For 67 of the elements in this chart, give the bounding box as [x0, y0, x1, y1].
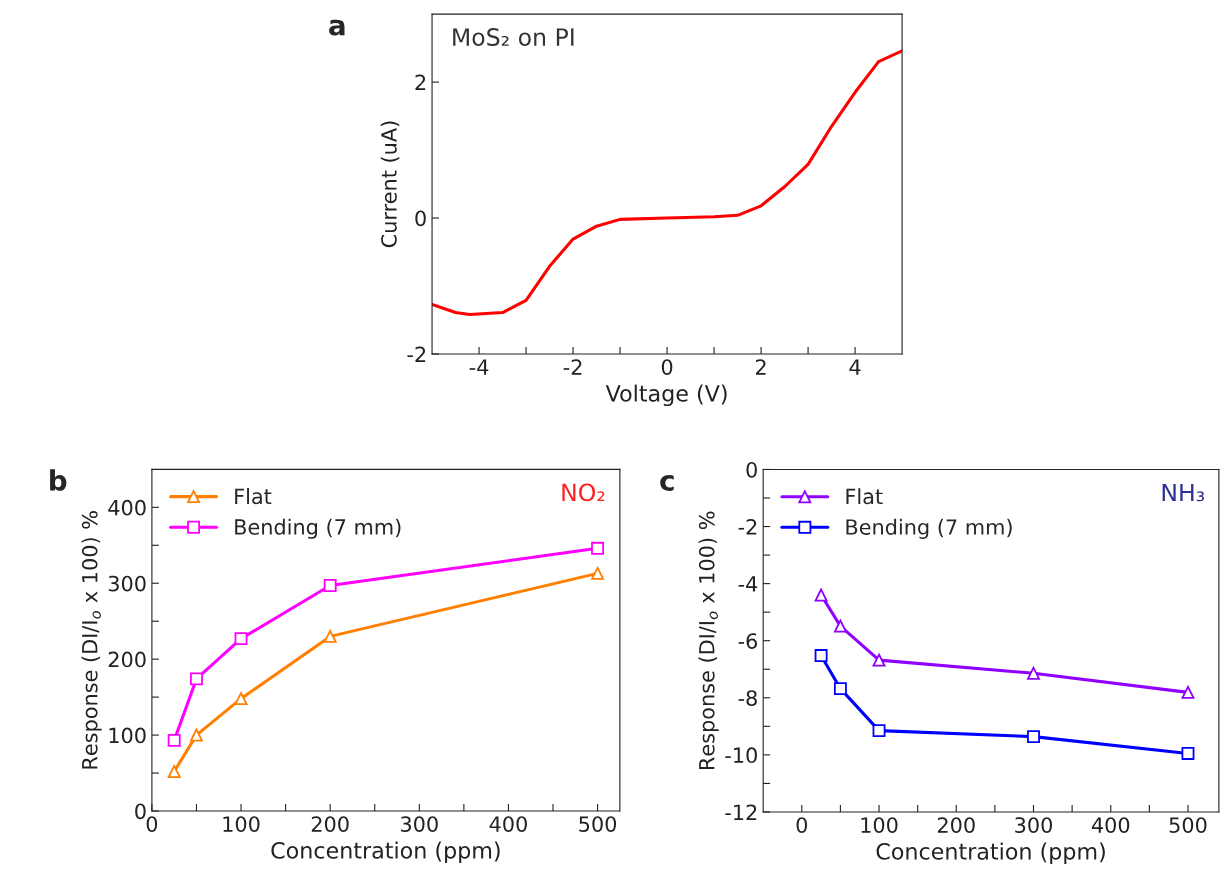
point: [872, 724, 886, 738]
x-axis-title: Concentration (ppm): [876, 842, 1105, 865]
x-tick-label: 200: [311, 816, 349, 832]
y-tick-label: 300: [108, 575, 146, 592]
point: [814, 649, 828, 663]
x-tick-label: -2: [563, 359, 582, 375]
annotation: NH₃: [1162, 483, 1204, 502]
y-axis-title: Current (uA): [380, 121, 400, 248]
x-tick-label: 300: [1015, 817, 1052, 833]
x-tick-label: -4: [469, 359, 489, 375]
x-tick-label: 4: [849, 359, 861, 375]
y-tick-label: -4: [738, 576, 758, 592]
x-tick-label: 0: [661, 359, 673, 375]
y-tick-label: 2: [415, 74, 426, 90]
x-tick-label: 100: [861, 817, 898, 833]
y-tick-label: 100: [109, 727, 146, 744]
legend-label: Flat: [235, 488, 272, 505]
y-tick-label: -6: [738, 633, 757, 649]
x-axis-title: Voltage (V): [605, 384, 727, 407]
point: [833, 619, 847, 633]
point: [872, 653, 886, 667]
point: [1181, 685, 1195, 699]
y-tick-label: -8: [738, 690, 757, 706]
annotation: MoS₂ on PI: [453, 28, 574, 46]
x-tick-label: 400: [489, 816, 527, 832]
point: [591, 541, 605, 555]
chart-title: a: [329, 19, 345, 36]
chart-title: b: [50, 469, 67, 491]
x-tick-label: 200: [937, 817, 975, 833]
point: [167, 733, 181, 747]
y-axis-title: Response (DI/I$_{o}$ x 100) %: [698, 511, 719, 770]
point: [190, 672, 203, 686]
point: [323, 629, 337, 643]
y-tick-label: 400: [108, 499, 146, 516]
y-tick-label: 0: [746, 461, 757, 478]
legend-label: Bending (7 mm): [235, 518, 401, 539]
point: [234, 632, 248, 646]
x-tick-label: 0: [796, 817, 808, 833]
y-tick-label: -10: [725, 747, 757, 764]
y-tick-label: -2: [407, 346, 426, 362]
point: [323, 579, 337, 592]
legend-label: Bending (7 mm): [846, 518, 1012, 539]
point: [1027, 666, 1040, 680]
point: [1181, 746, 1195, 760]
line-series: [432, 49, 903, 317]
y-tick-label: -2: [738, 518, 757, 535]
y-tick-label: 200: [108, 651, 146, 668]
point: [190, 728, 203, 742]
y-axis-title: Response (DI/I$_{o}$ x 100) %: [81, 511, 102, 769]
point: [591, 566, 605, 580]
y-tick-label: 0: [135, 803, 146, 820]
chart-title: c: [660, 475, 674, 491]
x-tick-label: 400: [1091, 817, 1130, 833]
point: [167, 765, 181, 778]
x-tick-label: 500: [579, 816, 617, 832]
x-tick-label: 0: [146, 816, 158, 832]
x-tick-label: 100: [223, 816, 260, 832]
point: [833, 682, 847, 696]
point: [234, 692, 248, 706]
y-tick-label: 0: [415, 210, 426, 227]
annotation: NO₂: [562, 483, 605, 502]
x-tick-label: 500: [1169, 817, 1207, 833]
x-axis-title: Concentration (ppm): [271, 841, 500, 864]
point: [814, 588, 828, 602]
legend-label: Flat: [846, 488, 883, 505]
point: [1027, 730, 1040, 744]
y-tick-label: -12: [725, 804, 757, 820]
